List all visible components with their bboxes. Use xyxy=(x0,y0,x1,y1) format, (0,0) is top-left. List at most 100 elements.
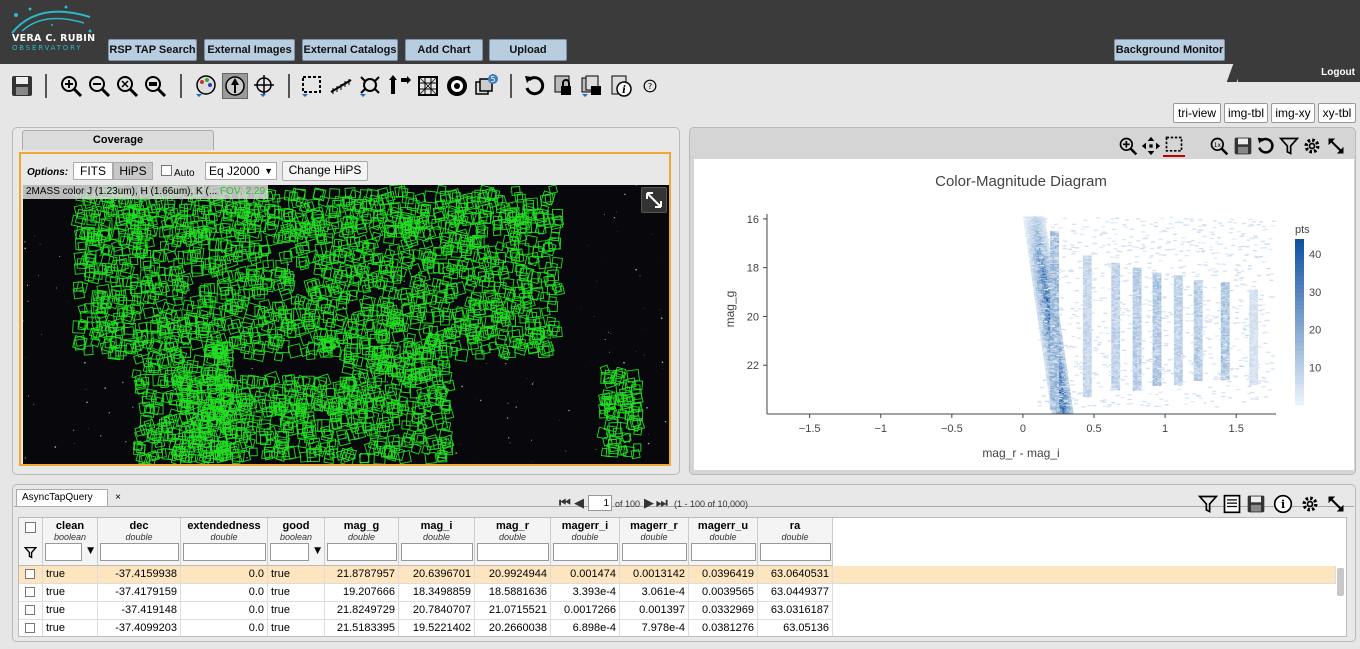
heatmap-bin xyxy=(1038,325,1041,327)
heatmap-bin xyxy=(1034,282,1037,284)
heatmap-bin xyxy=(1040,263,1043,265)
catalog-footprint xyxy=(409,318,422,331)
heatmap-bin xyxy=(1050,348,1053,350)
heatmap-bin xyxy=(1067,401,1070,404)
catalog-footprint xyxy=(494,251,507,264)
select-area-icon[interactable] xyxy=(1163,135,1185,157)
pan-icon[interactable] xyxy=(1140,135,1162,157)
distance-tool-icon[interactable] xyxy=(328,73,354,99)
lock-images-icon[interactable] xyxy=(579,73,605,99)
tri-view-button[interactable]: tri-view xyxy=(1173,103,1221,123)
heatmap-bin xyxy=(1039,313,1042,315)
heatmap-bin xyxy=(1033,230,1036,232)
hips-toggle[interactable]: HiPS xyxy=(113,162,153,180)
toolbar-separator xyxy=(288,74,290,98)
catalog-footprint xyxy=(347,328,358,340)
heatmap-bin xyxy=(1044,228,1047,230)
reset-zoom-icon[interactable]: 1x xyxy=(1208,135,1230,157)
lock-image-icon[interactable] xyxy=(550,73,576,99)
zoom-in-icon[interactable] xyxy=(1117,135,1139,157)
coordinate-select[interactable]: Eq J2000 ▼ xyxy=(205,162,277,180)
catalog-footprint xyxy=(177,379,189,392)
heatmap-bin xyxy=(1050,311,1053,313)
heatmap-bin xyxy=(1040,294,1044,296)
heatmap-bin xyxy=(1044,302,1047,304)
heatmap-bin xyxy=(1039,269,1042,271)
catalog-footprint xyxy=(428,386,442,400)
add-chart-button[interactable]: Add Chart xyxy=(405,39,483,61)
background-monitor-button[interactable]: Background Monitor xyxy=(1114,39,1225,61)
catalog-footprint xyxy=(377,330,391,344)
catalog-footprint xyxy=(209,238,222,251)
img-tbl-button[interactable]: img-tbl xyxy=(1224,103,1268,123)
catalog-footprint xyxy=(287,343,303,359)
catalog-footprint xyxy=(350,313,360,323)
catalog-footprint xyxy=(93,262,107,276)
fits-toggle[interactable]: FITS xyxy=(73,162,113,180)
filter-icon[interactable] xyxy=(1278,135,1300,157)
change-hips-button[interactable]: Change HiPS xyxy=(282,161,368,181)
heatmap-bin xyxy=(1036,263,1039,265)
catalog-footprint xyxy=(474,220,487,233)
heatmap-bin xyxy=(1052,350,1055,352)
catalog-footprint xyxy=(280,308,293,321)
logout-link[interactable]: Logout xyxy=(1238,64,1360,82)
upload-button[interactable]: Upload xyxy=(489,39,567,61)
heatmap-bin xyxy=(1042,291,1045,293)
catalog-footprint xyxy=(240,297,250,306)
rotate-north-icon[interactable] xyxy=(222,73,248,99)
select-area-icon[interactable] xyxy=(299,73,325,99)
catalog-footprint xyxy=(526,269,542,285)
heatmap-bin xyxy=(1069,401,1072,404)
restore-icon[interactable] xyxy=(522,73,548,99)
catalog-footprint xyxy=(161,392,174,404)
background-star xyxy=(616,211,618,213)
crosshair-icon[interactable] xyxy=(251,73,277,99)
image-info-icon[interactable]: i xyxy=(608,73,634,99)
catalog-footprint xyxy=(412,401,425,415)
restore-icon[interactable] xyxy=(1255,135,1277,157)
heatmap-bin xyxy=(1024,227,1027,229)
expand-icon[interactable] xyxy=(641,187,667,213)
heatmap-bin xyxy=(1032,250,1035,252)
catalog-footprint xyxy=(146,429,156,440)
flip-icon[interactable] xyxy=(386,73,412,99)
heatmap-bin xyxy=(1060,338,1063,340)
img-xy-button[interactable]: img-xy xyxy=(1271,103,1315,123)
external-catalogs-button[interactable]: External Catalogs xyxy=(302,39,398,61)
catalog-footprint xyxy=(285,277,294,287)
layers-icon[interactable]: 5 xyxy=(473,73,499,99)
marker-icon[interactable] xyxy=(357,73,383,99)
hips-sky-image[interactable]: 2MASS color J (1.23um), H (1.66um), K (.… xyxy=(23,185,669,464)
catalog-footprint xyxy=(92,297,104,309)
expand-icon[interactable] xyxy=(1325,135,1347,157)
grid-overlay-icon[interactable] xyxy=(415,73,441,99)
auto-checkbox[interactable] xyxy=(161,165,172,176)
catalog-footprint xyxy=(313,263,326,277)
heatmap-bin xyxy=(1046,314,1049,316)
save-icon[interactable] xyxy=(9,73,35,99)
gear-icon[interactable] xyxy=(1301,135,1323,157)
heatmap-bin xyxy=(1056,310,1059,312)
heatmap-bin xyxy=(1049,380,1052,382)
zoom-fit-icon[interactable] xyxy=(114,73,140,99)
zoom-out-icon[interactable] xyxy=(86,73,112,99)
heatmap-bin xyxy=(1043,239,1047,241)
xy-tbl-button[interactable]: xy-tbl xyxy=(1318,103,1356,123)
external-images-button[interactable]: External Images xyxy=(204,39,295,61)
heatmap-bin xyxy=(1052,355,1055,357)
zoom-fill-icon[interactable] xyxy=(142,73,168,99)
catalog-footprint xyxy=(227,322,240,335)
tab-coverage[interactable]: Coverage xyxy=(22,130,214,150)
color-palette-icon[interactable] xyxy=(193,73,219,99)
heatmap-bin xyxy=(1056,323,1059,325)
heatmap-bin xyxy=(1061,356,1064,359)
hips-sphere-icon[interactable] xyxy=(444,73,470,99)
help-icon[interactable]: ? xyxy=(641,73,659,99)
save-icon[interactable] xyxy=(1232,135,1254,157)
rsp-tap-search-button[interactable]: RSP TAP Search xyxy=(108,39,197,61)
color-magnitude-chart[interactable]: Color-Magnitude Diagram −1.5 −1 −0.5 0 0.5 1 1… xyxy=(694,159,1354,470)
heatmap-bin xyxy=(1059,389,1062,392)
zoom-in-icon[interactable] xyxy=(58,73,84,99)
background-star xyxy=(104,387,106,389)
